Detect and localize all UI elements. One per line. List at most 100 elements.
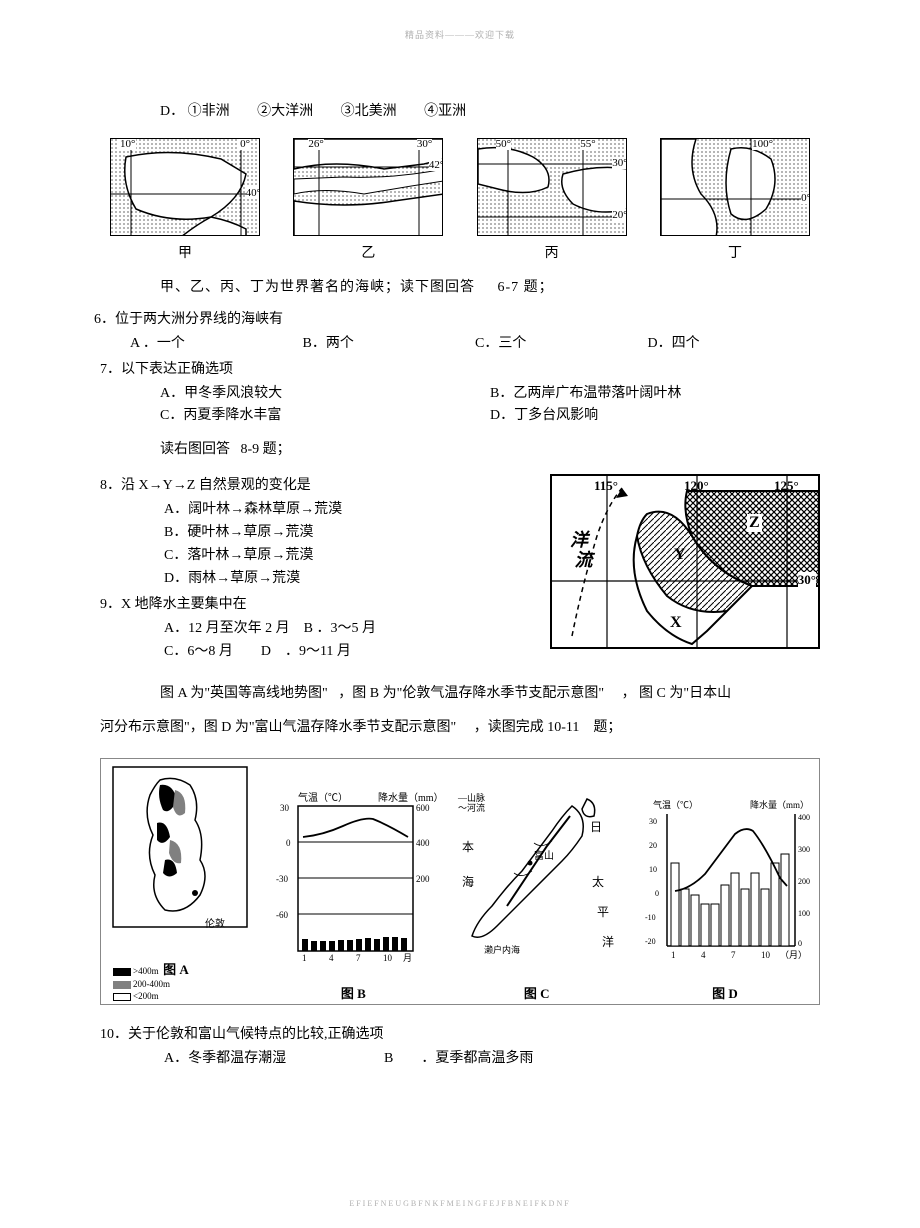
xyz-map: 115° 120° 125° 30° 洋 流 X Y Z	[550, 474, 820, 649]
svg-text:-10: -10	[645, 913, 656, 922]
svg-text:4: 4	[329, 953, 334, 963]
svg-text:20: 20	[649, 841, 657, 850]
svg-text:7: 7	[731, 950, 736, 960]
svg-text:（月）: （月）	[780, 950, 807, 960]
q7-b: B．乙两岸广布温带落叶阔叶林	[490, 382, 820, 402]
straits-row: 10° 0° 40° 甲 26° 30° 42°	[110, 138, 810, 262]
option-d-4: ④亚洲	[424, 104, 466, 119]
svg-text:30: 30	[280, 803, 290, 813]
para-l2a: 河分布示意图"，图 D 为"富山气温存降水季节支配示意图"	[100, 720, 456, 735]
fig-c: —山脉 ～河流 日 本 海 太 平 洋 富	[452, 791, 622, 1002]
svg-text:200: 200	[416, 874, 430, 884]
figA-london: 伦敦	[205, 915, 225, 930]
bing-lat1: 30°	[612, 157, 626, 169]
svg-text:—山脉: —山脉	[457, 792, 485, 803]
q8-b: B．硬叶林→草原→荒漠	[164, 521, 550, 541]
figA-leg3: <200m	[133, 991, 159, 1001]
q7-d: D．丁多台风影响	[490, 404, 820, 424]
svg-text:-60: -60	[276, 910, 288, 920]
svg-text:100: 100	[798, 909, 810, 918]
q10-row: A．冬季都温存潮湿 B ．夏季都高温多雨	[164, 1047, 820, 1067]
svg-text:月: 月	[403, 953, 412, 963]
yi-lon-r: 30°	[417, 138, 432, 150]
figA-label: 图 A	[163, 962, 189, 977]
fig-c-map: —山脉 ～河流 日 本 海 太 平 洋 富	[452, 791, 622, 971]
option-d-3: ③北美洲	[341, 104, 397, 119]
svg-text:平: 平	[597, 905, 609, 919]
strait-fig-jia: 10° 0° 40° 甲	[110, 138, 260, 262]
xyz-ocean-label: 洋 流	[570, 531, 593, 571]
xyz-lat-30: 30°	[798, 572, 816, 588]
figA-legend: >400m 图 A 200-400m <200m	[113, 962, 189, 1002]
strait-map-jia	[111, 139, 260, 236]
q9-b: B ．3～5 月	[304, 621, 376, 636]
q10-b: B ．夏季都高温多雨	[384, 1047, 820, 1067]
svg-text:0: 0	[798, 939, 802, 948]
q7-c: C．丙夏季降水丰富	[160, 404, 490, 424]
figC-label: 图 C	[524, 983, 550, 1002]
q8-c: C．落叶林→草原→荒漠	[164, 544, 550, 564]
svg-text:1: 1	[671, 950, 676, 960]
straits-caption: 甲、乙、丙、丁为世界著名的海峡；读下图回答 6-7 题；	[160, 276, 820, 296]
jia-lon-r: 0°	[239, 138, 251, 150]
jia-lat: 40°	[246, 187, 260, 199]
jia-lon-l: 10°	[119, 138, 136, 150]
q9-a: A．12 月至次年 2 月	[164, 621, 290, 636]
q10-text: 10．关于伦敦和富山气候特点的比较,正确选项	[100, 1023, 820, 1043]
q8-a: A．阔叶林→森林草原→荒漠	[164, 498, 550, 518]
q6-a: A ．一个	[130, 332, 303, 352]
svg-text:气温（℃）: 气温（℃）	[653, 799, 698, 810]
q9-c: C．6～8 月	[164, 644, 233, 659]
footer-watermark: EFIEFNEUGBFNKFMEINGFEJFBNEIFKDNF	[349, 1199, 570, 1208]
straits-caption-pre: 甲、乙、丙、丁为世界著名的海峡；读下图回答	[160, 280, 475, 295]
figD-label: 图 D	[712, 983, 738, 1002]
q8-d: D．雨林→草原→荒漠	[164, 567, 550, 587]
para-l1c: ， 图 C 为"日本山	[622, 686, 732, 701]
xyz-x: X	[670, 614, 682, 632]
bing-lat2: 20°	[612, 209, 626, 221]
svg-text:200: 200	[798, 877, 810, 886]
option-d-2: ②大洋洲	[257, 104, 313, 119]
svg-text:10: 10	[761, 950, 771, 960]
svg-text:富山: 富山	[534, 849, 554, 862]
strait-label-ding: 丁	[728, 242, 742, 262]
svg-text:洋: 洋	[602, 934, 614, 949]
xyz-lon-125: 125°	[774, 478, 799, 494]
figA-leg1: >400m	[133, 966, 159, 976]
para-l1a: 图 A 为"英国等高线地势图"	[160, 686, 328, 701]
svg-text:气温（℃）: 气温（℃）	[298, 791, 348, 804]
svg-text:降水量（mm）: 降水量（mm）	[750, 799, 809, 810]
bing-lon-r: 55°	[580, 138, 595, 150]
svg-text:0: 0	[655, 889, 659, 898]
bing-lon-l: 50°	[496, 138, 511, 150]
fig-a-map	[105, 765, 255, 930]
q7-row2: C．丙夏季降水丰富 D．丁多台风影响	[160, 404, 820, 424]
fig-b: 气温（℃） 降水量（mm） 30 0 -30 -60 600 400 200	[268, 791, 438, 1002]
q10-a: A．冬季都温存潮湿	[164, 1047, 384, 1067]
option-d-label: D．	[160, 104, 184, 119]
ding-lat: 0°	[801, 192, 810, 204]
svg-text:0: 0	[286, 838, 291, 848]
strait-fig-yi: 26° 30° 42° 乙	[293, 138, 443, 262]
q9-cd: C．6～8 月 D ．9～11 月	[164, 640, 550, 660]
svg-text:-20: -20	[645, 937, 656, 946]
q6-b: B．两个	[303, 332, 476, 352]
ding-lon: 100°	[752, 138, 773, 150]
svg-text:-30: -30	[276, 874, 288, 884]
svg-text:30: 30	[649, 817, 657, 826]
fig-d: 气温（℃） 降水量（mm） 30 20 10 0 -10 -20 400 300	[635, 796, 815, 1002]
fig-b-chart: 气温（℃） 降水量（mm） 30 0 -30 -60 600 400 200	[268, 791, 438, 966]
svg-text:600: 600	[416, 803, 430, 813]
svg-text:400: 400	[798, 813, 810, 822]
sub89-post: 8-9 题；	[241, 442, 291, 457]
fig-d-chart: 气温（℃） 降水量（mm） 30 20 10 0 -10 -20 400 300	[635, 796, 815, 966]
q6-options: A ．一个 B．两个 C．三个 D．四个	[130, 332, 820, 352]
option-d-row: D． ①非洲 ②大洋洲 ③北美洲 ④亚洲	[160, 100, 820, 120]
xyz-y: Y	[674, 546, 686, 564]
option-d-1: ①非洲	[188, 104, 230, 119]
para-l1b: ，图 B 为"伦敦气温存降水季节支配示意图"	[338, 686, 604, 701]
strait-map-ding	[661, 139, 810, 236]
strait-map-yi	[294, 139, 443, 236]
strait-label-jia: 甲	[178, 242, 192, 262]
svg-text:300: 300	[798, 845, 810, 854]
